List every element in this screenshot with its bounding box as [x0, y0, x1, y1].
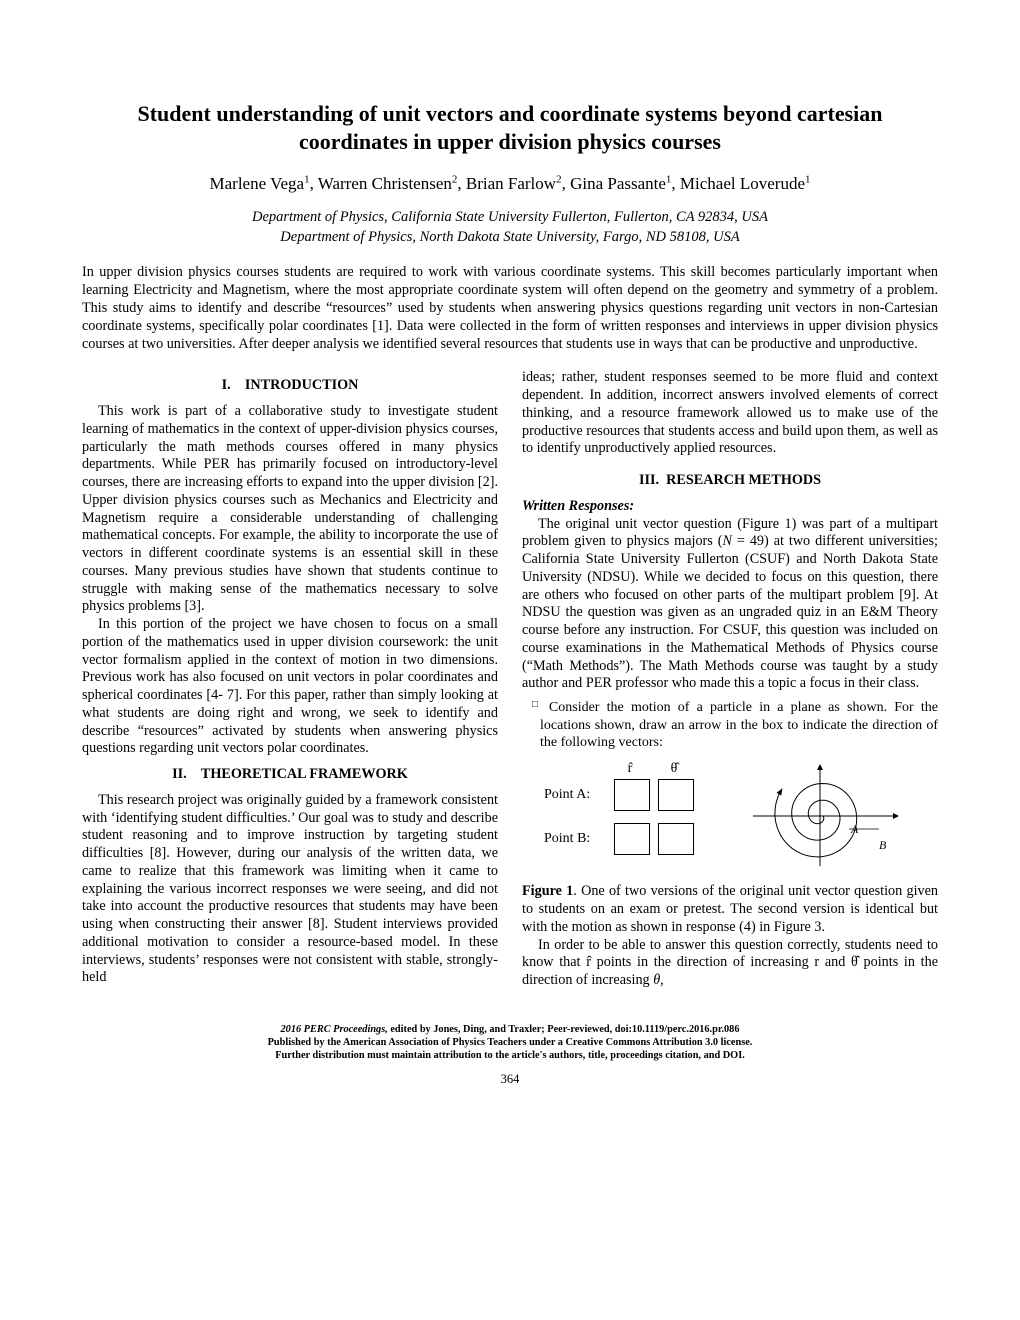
footer: 2016 PERC Proceedings, edited by Jones, …	[82, 1024, 938, 1063]
section-1-para-2: In this portion of the project we have c…	[82, 616, 498, 758]
footer-line-3: Further distribution must maintain attri…	[82, 1050, 938, 1063]
section-3-heading: III. RESEARCH METHODS	[522, 472, 938, 490]
figure-1: □ Consider the motion of a particle in a…	[522, 699, 938, 877]
affiliation-2: Department of Physics, North Dakota Stat…	[82, 228, 938, 246]
section-2-para-1: This research project was originally gui…	[82, 792, 498, 987]
paper-title: Student understanding of unit vectors an…	[82, 100, 938, 155]
authors-line: Marlene Vega1, Warren Christensen2, Bria…	[82, 173, 938, 194]
rhat-label: r̂	[612, 760, 648, 778]
two-column-body: I. INTRODUCTION This work is part of a c…	[82, 369, 938, 990]
footer-proceedings: 2016 PERC Proceedings,	[281, 1024, 388, 1035]
spiral-svg: AB	[745, 760, 905, 872]
point-b-label: Point B:	[544, 830, 606, 848]
page-number: 364	[82, 1072, 938, 1088]
col2-continuation: ideas; rather, student responses seemed …	[522, 369, 938, 458]
thetahat-label: θ̂	[656, 760, 692, 778]
answer-box	[614, 823, 650, 855]
left-column: I. INTRODUCTION This work is part of a c…	[82, 369, 498, 990]
svg-text:B: B	[879, 838, 887, 852]
section-3-para-2: In order to be able to answer this quest…	[522, 937, 938, 990]
section-1-heading: I. INTRODUCTION	[82, 377, 498, 395]
answer-box	[658, 779, 694, 811]
abstract: In upper division physics courses studen…	[82, 263, 938, 354]
section-1-para-1: This work is part of a collaborative stu…	[82, 403, 498, 616]
answer-box	[658, 823, 694, 855]
section-3-para-1: The original unit vector question (Figur…	[522, 516, 938, 694]
footer-line-2: Published by the American Association of…	[82, 1037, 938, 1050]
figure-spiral-diagram: AB	[745, 760, 938, 878]
figure-1-caption: Figure 1. One of two versions of the ori…	[522, 883, 938, 936]
answer-box	[614, 779, 650, 811]
footer-line-1: edited by Jones, Ding, and Traxler; Peer…	[390, 1024, 739, 1035]
point-a-label: Point A:	[544, 786, 606, 804]
affiliation-1: Department of Physics, California State …	[82, 208, 938, 226]
section-3-subheading: Written Responses:	[522, 498, 938, 516]
right-column: ideas; rather, student responses seemed …	[522, 369, 938, 990]
figure-answer-boxes: r̂ θ̂ Point A: Point B:	[522, 760, 735, 868]
section-2-heading: II. THEORETICAL FRAMEWORK	[82, 766, 498, 784]
figure-prompt: □ Consider the motion of a particle in a…	[528, 699, 938, 752]
